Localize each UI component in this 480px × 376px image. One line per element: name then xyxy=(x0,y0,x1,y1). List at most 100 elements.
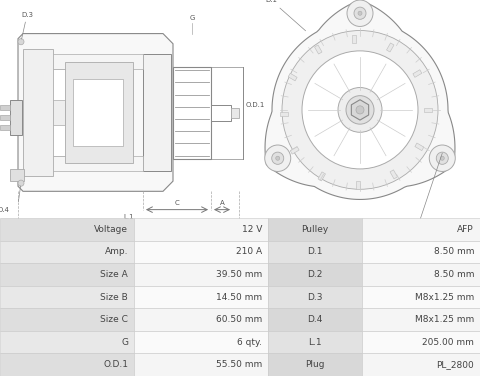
Text: Amp.: Amp. xyxy=(105,247,128,256)
Bar xyxy=(288,73,297,81)
Text: 12 V: 12 V xyxy=(241,225,262,234)
Polygon shape xyxy=(18,33,173,191)
Bar xyxy=(362,331,480,353)
Polygon shape xyxy=(351,100,369,120)
Bar xyxy=(268,308,362,331)
Text: O.D.1: O.D.1 xyxy=(246,102,265,108)
Text: 210 A: 210 A xyxy=(236,247,262,256)
Polygon shape xyxy=(53,54,143,69)
Text: Plug: Plug xyxy=(305,360,325,369)
Polygon shape xyxy=(265,0,455,199)
Bar xyxy=(268,218,362,241)
Text: D.3: D.3 xyxy=(21,12,33,18)
Text: G: G xyxy=(189,15,195,21)
Circle shape xyxy=(356,106,364,114)
Bar xyxy=(362,263,480,286)
Text: L.1: L.1 xyxy=(123,214,134,220)
Text: D.4: D.4 xyxy=(0,206,9,212)
Bar xyxy=(0,353,134,376)
Bar xyxy=(0,218,134,241)
Circle shape xyxy=(429,145,455,171)
Bar xyxy=(0,308,134,331)
Text: Voltage: Voltage xyxy=(94,225,128,234)
Text: D.2: D.2 xyxy=(415,227,427,233)
Text: L.1: L.1 xyxy=(308,338,322,347)
Bar xyxy=(362,218,480,241)
Text: G: G xyxy=(121,338,128,347)
Text: D.4: D.4 xyxy=(307,315,323,324)
Circle shape xyxy=(346,96,374,124)
Circle shape xyxy=(18,39,24,45)
Bar xyxy=(356,181,360,189)
Bar xyxy=(134,218,268,241)
Bar xyxy=(268,353,362,376)
Bar xyxy=(268,241,362,263)
Bar xyxy=(268,331,362,353)
Bar xyxy=(0,125,10,130)
Text: M8x1.25 mm: M8x1.25 mm xyxy=(415,315,474,324)
Text: Pulley: Pulley xyxy=(301,225,329,234)
Text: 205.00 mm: 205.00 mm xyxy=(422,338,474,347)
Bar xyxy=(386,43,394,52)
Text: PL_2800: PL_2800 xyxy=(436,360,474,369)
Bar xyxy=(173,67,211,159)
Text: D.2: D.2 xyxy=(307,270,323,279)
Bar xyxy=(53,69,133,156)
Bar xyxy=(290,147,299,154)
Text: AFP: AFP xyxy=(457,225,474,234)
Circle shape xyxy=(272,152,284,164)
Circle shape xyxy=(440,156,444,160)
Text: 60.50 mm: 60.50 mm xyxy=(216,315,262,324)
Text: 55.50 mm: 55.50 mm xyxy=(216,360,262,369)
Bar xyxy=(211,105,231,121)
Text: Size B: Size B xyxy=(100,293,128,302)
Bar xyxy=(415,143,424,151)
Bar xyxy=(73,79,123,146)
Bar xyxy=(143,54,171,171)
Bar xyxy=(280,112,288,116)
Bar xyxy=(314,45,322,54)
Bar xyxy=(362,353,480,376)
Text: 8.50 mm: 8.50 mm xyxy=(433,247,474,256)
Bar xyxy=(413,70,422,77)
Bar xyxy=(0,241,134,263)
Bar xyxy=(134,353,268,376)
Bar xyxy=(362,286,480,308)
Text: 14.50 mm: 14.50 mm xyxy=(216,293,262,302)
Text: Size C: Size C xyxy=(100,315,128,324)
Text: 6 qty.: 6 qty. xyxy=(237,338,262,347)
Circle shape xyxy=(338,88,382,132)
Bar xyxy=(65,62,133,163)
Polygon shape xyxy=(53,156,143,171)
Bar xyxy=(23,49,53,176)
Bar xyxy=(0,105,10,110)
Bar xyxy=(318,172,325,181)
Bar xyxy=(134,331,268,353)
Bar xyxy=(10,100,22,135)
Text: M8x1.25 mm: M8x1.25 mm xyxy=(415,293,474,302)
Bar xyxy=(231,108,239,118)
Circle shape xyxy=(354,7,366,19)
Bar xyxy=(0,263,134,286)
Circle shape xyxy=(302,51,418,169)
Circle shape xyxy=(18,180,24,186)
Text: A: A xyxy=(220,200,224,206)
Text: O.D.1: O.D.1 xyxy=(103,360,128,369)
Bar xyxy=(134,308,268,331)
Bar xyxy=(424,108,432,112)
Circle shape xyxy=(276,156,280,160)
Circle shape xyxy=(282,30,438,189)
Bar xyxy=(0,286,134,308)
Text: C: C xyxy=(175,200,180,206)
Text: D.1: D.1 xyxy=(265,0,277,3)
Bar xyxy=(362,308,480,331)
Bar xyxy=(390,170,397,179)
Bar xyxy=(134,286,268,308)
Bar xyxy=(268,286,362,308)
Circle shape xyxy=(347,0,373,26)
Circle shape xyxy=(265,145,291,171)
Bar xyxy=(10,169,24,181)
Bar xyxy=(134,263,268,286)
Text: Size A: Size A xyxy=(100,270,128,279)
Text: D.3: D.3 xyxy=(307,293,323,302)
